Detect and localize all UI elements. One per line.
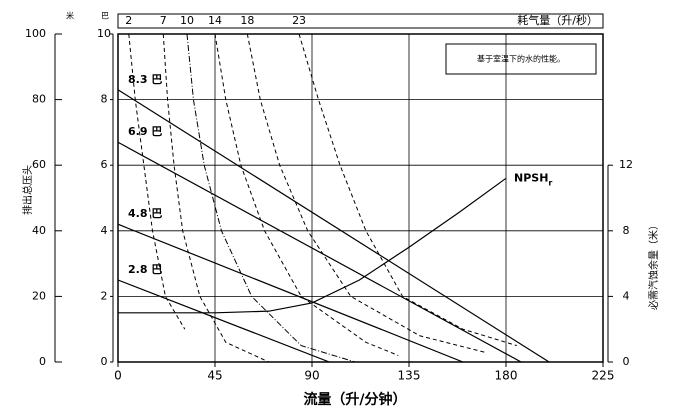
y-m-unit: 米 — [66, 11, 74, 21]
air-curve — [246, 34, 485, 353]
y-m-tick-label: 0 — [39, 355, 46, 368]
x-tick-label: 135 — [398, 369, 421, 383]
series-line — [118, 223, 464, 362]
air-label: 7 — [160, 14, 167, 27]
air-label: 2 — [125, 14, 132, 27]
y-m-tick-label: 20 — [32, 289, 46, 302]
x-tick-label: 225 — [592, 369, 615, 383]
y2-tick-label: 0 — [623, 355, 630, 368]
y-title: 排出总压头 — [21, 165, 34, 215]
x-tick-label: 0 — [114, 369, 122, 383]
series-label: 2.8 巴 — [128, 263, 162, 276]
series-label: 4.8 巴 — [128, 207, 162, 220]
y2-tick-label: 8 — [623, 224, 630, 237]
series-name: NPSH — [514, 171, 548, 184]
series-line — [118, 141, 522, 362]
x-tick-label: 45 — [207, 369, 222, 383]
y2-tick-label: 4 — [623, 289, 630, 302]
air-curve — [186, 34, 356, 362]
air-bar — [117, 13, 604, 29]
plot-frame — [117, 33, 604, 363]
air-label: 10 — [180, 14, 194, 27]
y-tick-label: 2 — [101, 289, 108, 302]
air-title: 耗气量（升/秒） — [517, 13, 598, 27]
y-m-tick-label: 100 — [25, 27, 46, 40]
y-tick-label: 4 — [101, 224, 108, 237]
y-tick-label: 8 — [101, 93, 108, 106]
y-m-tick-label: 80 — [32, 93, 46, 106]
series-line — [118, 279, 330, 362]
y-tick-label: 0 — [101, 355, 108, 368]
air-label: 18 — [240, 14, 254, 27]
x-title: 流量（升/分钟） — [303, 391, 406, 408]
air-curve — [214, 34, 399, 356]
y2-title: 必需汽蚀余量（米） — [647, 220, 660, 310]
air-curve — [298, 34, 517, 347]
y-unit: 巴 — [101, 12, 109, 21]
series-label: 8.3 巴 — [128, 73, 162, 86]
series-line — [118, 89, 550, 362]
series-name-sub: r — [548, 178, 552, 187]
air-label: 23 — [292, 14, 306, 27]
note: 基于室温下的水的性能。 — [477, 54, 565, 64]
series-label: NPSHr — [514, 171, 552, 187]
y-tick-label: 10 — [97, 27, 111, 40]
y-tick-label: 6 — [101, 158, 108, 171]
air-label: 14 — [208, 14, 222, 27]
y-m-tick-label: 60 — [32, 158, 46, 171]
series-label: 6.9 巴 — [128, 125, 162, 138]
y2-tick-label: 12 — [619, 158, 633, 171]
y-m-tick-label: 40 — [32, 224, 46, 237]
x-tick-label: 180 — [495, 369, 518, 383]
air-curve — [162, 34, 270, 362]
x-tick-label: 90 — [304, 369, 319, 383]
note-box — [445, 43, 597, 75]
series-line — [118, 177, 507, 314]
